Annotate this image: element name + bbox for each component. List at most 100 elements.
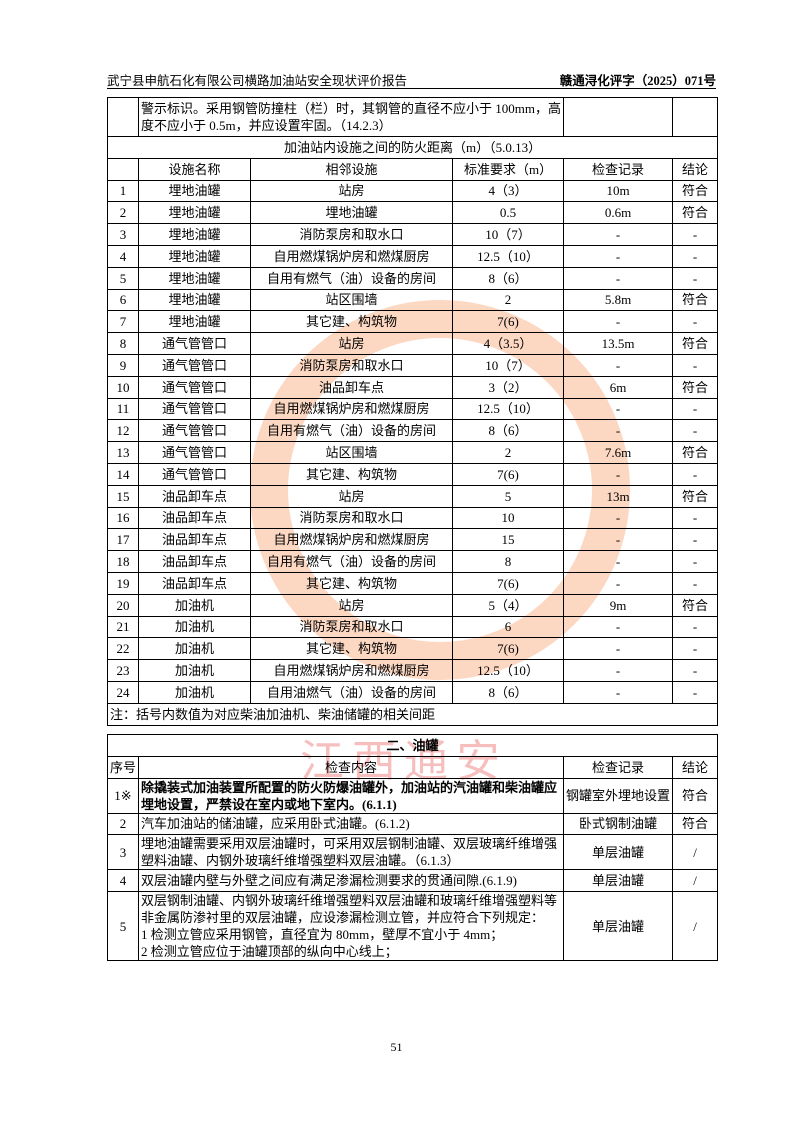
check-content: 汽车加油站的储油罐，应采用卧式油罐。(6.1.2) xyxy=(138,812,564,836)
table-cell: 18 xyxy=(107,550,139,573)
column-header: 结论 xyxy=(671,755,719,779)
tank-table: 二、油罐 序号 检查内容 检查记录 结论 1※ 除撬装式加油装置所配置的防火防爆油罐外，… xyxy=(106,734,719,962)
table-row: 5 埋地油罐 自用有燃气（油）设备的房间 8（6） - - xyxy=(107,266,719,290)
column-header: 相邻设施 xyxy=(250,157,453,181)
table-row: 19 油品卸车点 其它建、构筑物 7(6) - - xyxy=(107,571,719,595)
table-cell: 通气管管口 xyxy=(138,332,251,355)
table-cell: - xyxy=(563,223,674,246)
column-header: 设施名称 xyxy=(138,157,251,181)
table-row: 11 通气管管口 自用燃煤锅炉房和燃煤厨房 12.5（10） - - xyxy=(107,397,719,421)
table-cell: 5 xyxy=(107,266,139,290)
table-cell: 通气管管口 xyxy=(138,353,251,377)
table-cell: 8 xyxy=(107,332,139,355)
table-row: 8 通气管管口 站房 4（3.5） 13.5m 符合 xyxy=(107,332,719,355)
row-number: 4 xyxy=(107,869,139,893)
table-cell: - xyxy=(672,266,719,290)
table-cell: 埋地油罐 xyxy=(138,201,251,225)
table-row: 4 埋地油罐 自用燃煤锅炉房和燃煤厨房 12.5（10） - - xyxy=(107,244,719,268)
table-cell: 7(6) xyxy=(451,571,565,595)
check-content: 除撬装式加油装置所配置的防火防爆油罐外，加油站的汽油罐和柴油罐应埋地设置，严禁设… xyxy=(138,777,564,814)
table-cell: - xyxy=(672,615,719,639)
check-record: 卧式钢制油罐 xyxy=(563,812,673,836)
table-cell: 11 xyxy=(107,397,139,421)
table-cell: - xyxy=(563,615,674,639)
table-cell: 其它建、构筑物 xyxy=(250,637,453,661)
table-cell: 6 xyxy=(451,615,565,639)
page-number: 51 xyxy=(390,1040,403,1054)
table-cell: - xyxy=(672,244,719,268)
table-row: 23 加油机 自用燃煤锅炉房和燃煤厨房 12.5（10） - - xyxy=(107,659,719,682)
table-cell: 5（4） xyxy=(451,593,565,617)
table-cell: 通气管管口 xyxy=(138,375,251,399)
table-cell: 加油机 xyxy=(138,593,251,617)
column-header: 检查记录 xyxy=(563,755,673,779)
table-row: 6 埋地油罐 站区围墙 2 5.8m 符合 xyxy=(107,288,719,312)
table-cell: 站房 xyxy=(250,179,453,203)
column-header: 检查内容 xyxy=(138,755,564,779)
table-cell: 6 xyxy=(107,288,139,312)
table-cell: 20 xyxy=(107,593,139,617)
row-number: 3 xyxy=(107,834,139,871)
table-cell: 通气管管口 xyxy=(138,419,251,443)
check-record: 单层油罐 xyxy=(563,834,673,871)
table-cell: - xyxy=(672,353,719,377)
table-cell: 自用有燃气（油）设备的房间 xyxy=(250,550,453,573)
table-cell: - xyxy=(563,353,674,377)
table-cell: 站房 xyxy=(250,484,453,508)
table-row: 1※ 除撬装式加油装置所配置的防火防爆油罐外，加油站的汽油罐和柴油罐应埋地设置，严… xyxy=(107,777,719,814)
table-cell: 埋地油罐 xyxy=(138,179,251,203)
content-line: 1 检测立管应采用钢管，直径宜为 80mm，壁厚不宜小于 4mm； xyxy=(141,927,504,943)
top-row-text: 警示标识。采用钢管防撞柱（栏）时，其钢管的直径不应小于 100mm，高度不应小于… xyxy=(137,97,565,137)
table-cell: 油品卸车点 xyxy=(138,528,251,552)
table-cell: 符合 xyxy=(672,288,719,312)
table-cell: 自用油燃气（油）设备的房间 xyxy=(250,680,453,704)
table-cell: - xyxy=(563,310,674,334)
table-cell: 7 xyxy=(107,310,139,334)
section-title: 加油站内设施之间的防火距离（m）（5.0.13） xyxy=(106,136,719,159)
table-cell: 站房 xyxy=(250,593,453,617)
table-cell: - xyxy=(672,506,719,530)
row-number: 2 xyxy=(107,812,139,836)
table-cell: 4（3） xyxy=(451,179,565,203)
table-cell: 油品卸车点 xyxy=(138,550,251,573)
table-cell: - xyxy=(563,462,674,486)
table-cell: 符合 xyxy=(672,484,719,508)
table-cell: 13 xyxy=(107,441,139,464)
table-cell: - xyxy=(672,637,719,661)
table-cell: 17 xyxy=(107,528,139,552)
table-row: 警示标识。采用钢管防撞柱（栏）时，其钢管的直径不应小于 100mm，高度不应小于… xyxy=(107,97,719,137)
column-header: 检查记录 xyxy=(563,157,674,181)
table-cell: 站房 xyxy=(250,332,453,355)
table-cell: - xyxy=(563,637,674,661)
table-cell: - xyxy=(672,419,719,443)
table-cell: - xyxy=(563,506,674,530)
table-cell: 自用燃煤锅炉房和燃煤厨房 xyxy=(250,397,453,421)
column-header: 结论 xyxy=(672,157,719,181)
column-header: 标准要求（m） xyxy=(451,157,565,181)
table-cell: 13.5m xyxy=(563,332,674,355)
table-cell: - xyxy=(563,571,674,595)
check-content: 双层油罐内壁与外壁之间应有满足渗漏检测要求的贯通间隙.(6.1.9) xyxy=(138,869,564,893)
report-number: 赣通浔化评字（2025）071号 xyxy=(559,74,716,88)
table-cell: 符合 xyxy=(672,375,719,399)
table-cell: 油品卸车点 xyxy=(138,506,251,530)
table-row: 14 通气管管口 其它建、构筑物 7(6) - - xyxy=(107,462,719,486)
table-cell: 14 xyxy=(107,462,139,486)
report-title: 武宁县申航石化有限公司横路加油站安全现状评价报告 xyxy=(107,74,408,88)
table-cell: 7(6) xyxy=(451,310,565,334)
table-cell: 24 xyxy=(107,680,139,704)
table-note: 注：括号内数值为对应柴油加油机、柴油储罐的相关间距 xyxy=(106,702,719,726)
check-record: 钢罐室外埋地设置 xyxy=(563,777,673,814)
table-cell: 12.5（10） xyxy=(451,659,565,682)
table-cell: 5 xyxy=(451,484,565,508)
table-cell: 19 xyxy=(107,571,139,595)
table-cell: - xyxy=(672,659,719,682)
table-header-row: 序号 检查内容 检查记录 结论 xyxy=(107,755,719,779)
table-cell: 其它建、构筑物 xyxy=(250,462,453,486)
fire-distance-table: 警示标识。采用钢管防撞柱（栏）时，其钢管的直径不应小于 100mm，高度不应小于… xyxy=(106,97,719,726)
table-cell: 符合 xyxy=(672,332,719,355)
table-cell: 21 xyxy=(107,615,139,639)
table-cell: 8 xyxy=(451,550,565,573)
table-cell: 3 xyxy=(107,223,139,246)
table-row: 20 加油机 站房 5（4） 9m 符合 xyxy=(107,593,719,617)
